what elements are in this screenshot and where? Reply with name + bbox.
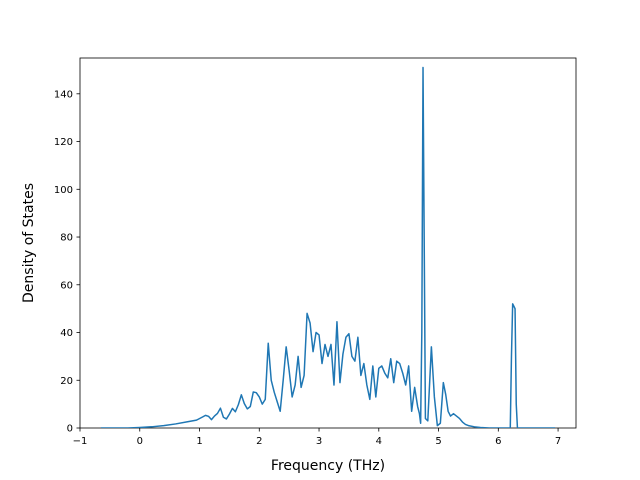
x-tick-label: 2 (256, 436, 262, 447)
y-tick-label: 100 (54, 185, 73, 196)
x-tick-label: 4 (376, 436, 382, 447)
y-tick-label: 80 (60, 233, 73, 244)
plot-area (79, 57, 577, 429)
x-tick-label: 0 (137, 436, 143, 447)
y-tick-label: 20 (60, 376, 73, 387)
y-tick-label: 140 (54, 89, 73, 100)
y-tick-label: 60 (60, 280, 73, 291)
y-axis-ticks: 0 20 40 60 80 100 120 140 (54, 89, 80, 435)
axes-frame (79, 57, 577, 429)
x-axis-label: Frequency (THz) (271, 458, 385, 474)
x-tick-label: 5 (435, 436, 441, 447)
x-tick-label: 6 (495, 436, 501, 447)
x-tick-label: 1 (196, 436, 202, 447)
x-tick-label: 7 (555, 436, 561, 447)
y-tick-label: 0 (67, 424, 73, 435)
x-tick-label: 3 (316, 436, 322, 447)
x-axis-ticks: −1 0 1 2 3 4 5 6 7 (73, 428, 561, 447)
y-tick-label: 40 (60, 328, 73, 339)
series-line-density-of-states (100, 66, 556, 428)
y-tick-label: 120 (54, 137, 73, 148)
x-tick-label: −1 (73, 436, 88, 447)
y-axis-label: Density of States (21, 183, 37, 303)
